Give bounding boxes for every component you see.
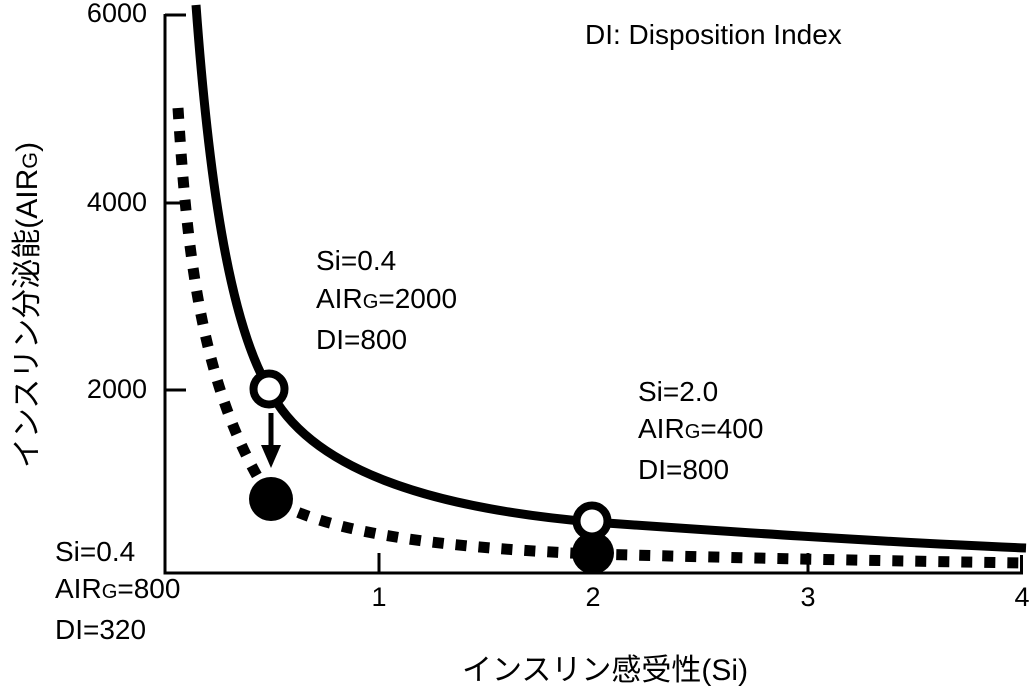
annotation-si-value: Si=2.0 [638,376,719,407]
airg-equals-value: =400 [700,413,764,444]
annotation-right-point: Si=2.0 AIRG=400 DI=800 [638,373,763,488]
annotation-di-value: DI=800 [316,324,408,355]
y-title-text: インスリン分泌能(AIR [11,168,44,469]
annotation-si-value: Si=0.4 [316,245,397,276]
y-tick-label-4000: 4000 [86,187,147,217]
airg-subscript: G [101,581,118,603]
legend-di-definition: DI: Disposition Index [585,19,842,50]
marker-open-circle-si0.4-air2000 [249,369,289,409]
y-title-close: ) [11,141,44,152]
axis-lines [163,14,1023,575]
x-axis-title: インスリン感受性(Si) [462,654,749,687]
annotation-di-value: DI=320 [55,614,147,645]
down-arrow-icon [261,413,281,468]
annotation-upper-point: Si=0.4 AIRG=2000 DI=800 [316,242,457,359]
airg-equals-value: =800 [117,573,181,604]
x-tick-label-2: 2 [585,582,601,612]
annotation-airg-value: AIRG=2000 [316,280,457,321]
marker-open-circle-si2.0-air400 [572,501,612,541]
annotation-airg-value: AIRG=800 [55,570,180,611]
airg-text: AIR [55,573,102,604]
x-tick-label-4: 4 [1014,582,1030,612]
annotation-airg-value: AIRG=400 [638,410,763,451]
annotation-di-value: DI=800 [638,454,730,485]
airg-equals-value: =2000 [378,283,458,314]
airg-text: AIR [316,283,363,314]
airg-subscript: G [684,421,701,443]
marker-filled-circle-si0.4-air800 [249,477,293,521]
marker-filled-circle-si2.0-air160 [572,532,614,574]
annotation-si-value: Si=0.4 [55,536,136,567]
y-title-subscript: G [17,151,42,169]
curve-di-320-dashed [172,107,1029,569]
y-tick-label-6000: 6000 [86,0,147,28]
curve-di-800-solid [191,4,1027,553]
airg-subscript: G [362,291,379,313]
annotation-lower-point: Si=0.4 AIRG=800 DI=320 [55,533,180,648]
x-tick-label-1: 1 [371,582,387,612]
y-tick-label-2000: 2000 [86,374,147,404]
y-axis-title: インスリン分泌能(AIRG) [7,127,49,483]
x-tick-label-3: 3 [800,582,816,612]
airg-text: AIR [638,413,685,444]
